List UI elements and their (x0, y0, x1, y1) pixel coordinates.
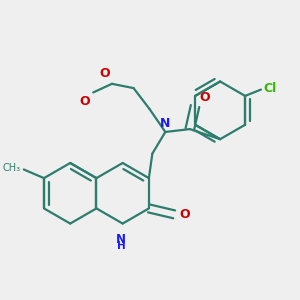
Text: N: N (160, 117, 170, 130)
Text: O: O (79, 95, 90, 108)
Text: N: N (116, 233, 126, 246)
Text: H: H (117, 241, 126, 251)
Text: CH₃: CH₃ (3, 163, 21, 173)
Text: O: O (179, 208, 190, 221)
Text: O: O (99, 67, 110, 80)
Text: O: O (200, 91, 210, 104)
Text: Cl: Cl (263, 82, 277, 95)
